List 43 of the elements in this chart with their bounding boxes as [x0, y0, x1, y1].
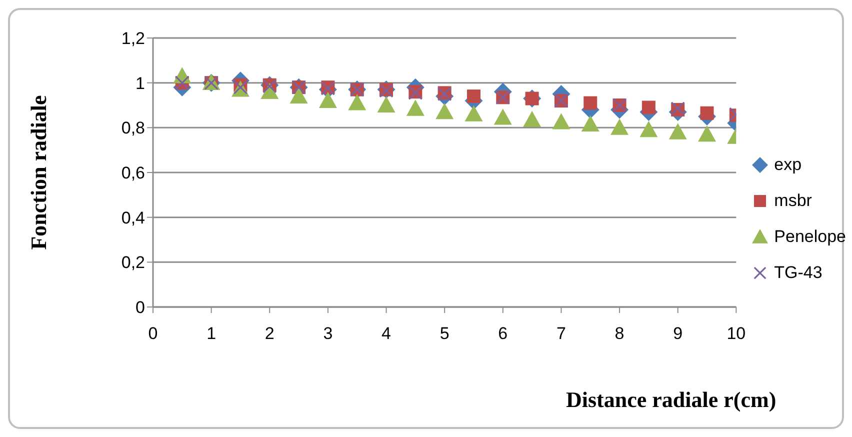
y-tick-label: 0 [136, 298, 145, 318]
y-tick-label: 0,6 [121, 164, 145, 183]
x-tick-label: 8 [614, 324, 624, 344]
x-tick-label: 10 [726, 324, 746, 344]
y-tick-label: 0,4 [121, 208, 145, 228]
x-tick-label: 5 [440, 324, 450, 344]
point [668, 123, 687, 140]
x-tick-label: 2 [264, 324, 274, 344]
x-tick-label: 4 [382, 324, 391, 344]
y-axis-title: Fonction radiale [26, 94, 51, 250]
point [466, 90, 480, 104]
x-tick-label: 9 [673, 324, 683, 344]
point [523, 110, 542, 128]
point [436, 102, 454, 120]
y-tick-label: 1 [136, 74, 145, 93]
legend-label: msbr [774, 190, 812, 210]
y-tick-label: 0,2 [121, 253, 145, 272]
legend-label: exp [774, 154, 802, 174]
x-tick-label: 1 [206, 324, 216, 344]
point [494, 108, 512, 125]
x-tick-label: 7 [556, 324, 566, 344]
x-tick-label: 6 [498, 324, 508, 344]
point [581, 115, 600, 132]
point [406, 100, 424, 116]
legend-label: TG-43 [774, 262, 822, 282]
point [640, 120, 658, 138]
point [700, 106, 714, 120]
point [348, 94, 366, 110]
point [377, 96, 396, 112]
point [290, 87, 308, 104]
point [610, 118, 629, 135]
x-tick-label: 3 [323, 324, 333, 344]
x-axis-title: Distance radiale r(cm) [566, 387, 776, 412]
point [642, 100, 656, 114]
y-tick-label: 0,8 [121, 118, 145, 138]
point [698, 125, 716, 142]
y-tick-label: 1,2 [121, 29, 145, 48]
point [318, 92, 337, 108]
legend-label: Penelope [774, 226, 846, 246]
x-tick-label: 0 [148, 324, 158, 344]
point [552, 113, 570, 130]
point [584, 96, 598, 110]
point [464, 105, 483, 122]
